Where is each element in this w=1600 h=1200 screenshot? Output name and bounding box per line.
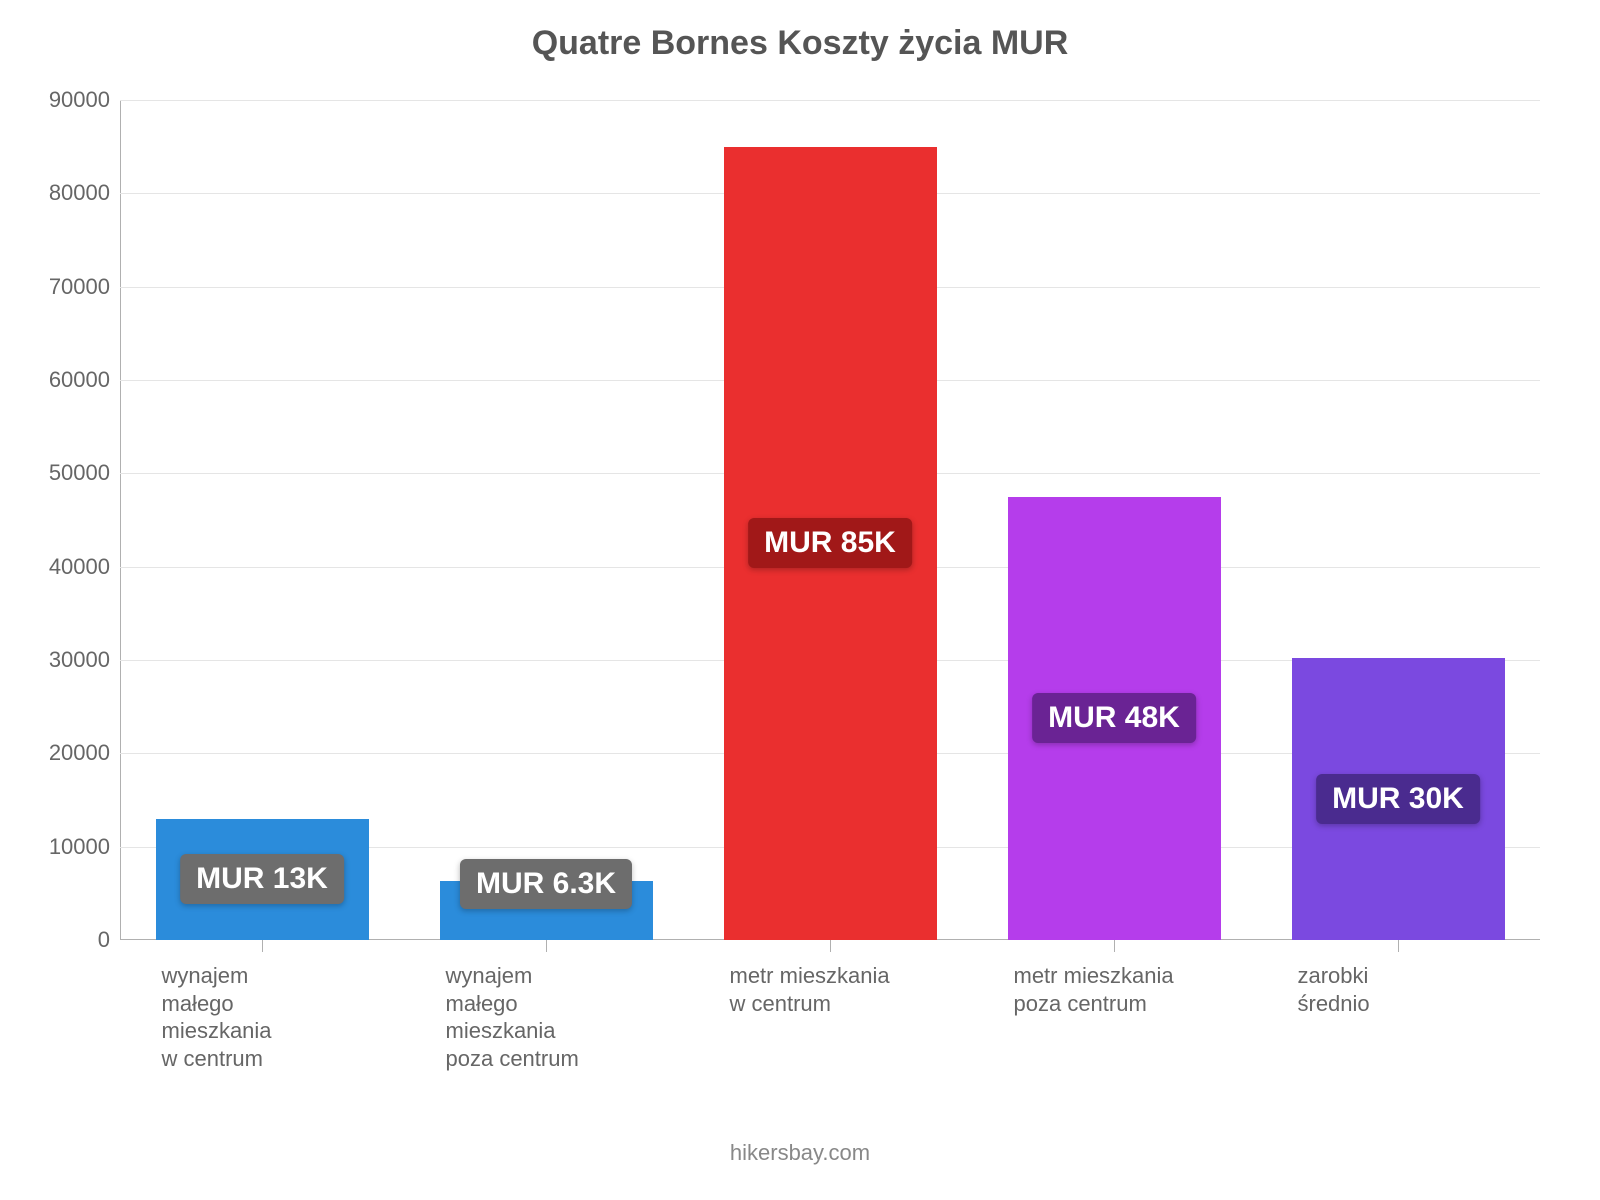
attribution-text: hikersbay.com: [0, 1140, 1600, 1166]
x-axis-label: zarobkiśrednio: [1298, 962, 1582, 1017]
value-badge: MUR 48K: [1032, 693, 1196, 743]
x-axis-label: metr mieszkaniaw centrum: [730, 962, 1014, 1017]
value-badge: MUR 30K: [1316, 774, 1480, 824]
x-tick: [1398, 940, 1399, 952]
x-tick: [262, 940, 263, 952]
y-tick-label: 20000: [49, 740, 110, 766]
value-badge: MUR 6.3K: [460, 859, 632, 909]
x-tick: [546, 940, 547, 952]
x-axis-label: wynajemmałegomieszkaniapoza centrum: [446, 962, 730, 1072]
y-tick-label: 60000: [49, 367, 110, 393]
y-tick-label: 0: [98, 927, 110, 953]
x-tick: [1114, 940, 1115, 952]
x-tick: [830, 940, 831, 952]
y-tick-label: 10000: [49, 834, 110, 860]
y-tick-label: 30000: [49, 647, 110, 673]
y-tick-label: 80000: [49, 180, 110, 206]
y-tick-label: 50000: [49, 460, 110, 486]
value-badge: MUR 13K: [180, 854, 344, 904]
chart-title: Quatre Bornes Koszty życia MUR: [0, 24, 1600, 63]
x-axis-label: wynajemmałegomieszkaniaw centrum: [162, 962, 446, 1072]
value-badge: MUR 85K: [748, 518, 912, 568]
y-tick-label: 90000: [49, 87, 110, 113]
plot-area: 0100002000030000400005000060000700008000…: [120, 100, 1540, 940]
y-tick-label: 40000: [49, 554, 110, 580]
chart-container: Quatre Bornes Koszty życia MUR 010000200…: [0, 0, 1600, 1200]
x-axis-label: metr mieszkaniapoza centrum: [1014, 962, 1298, 1017]
y-tick-label: 70000: [49, 274, 110, 300]
